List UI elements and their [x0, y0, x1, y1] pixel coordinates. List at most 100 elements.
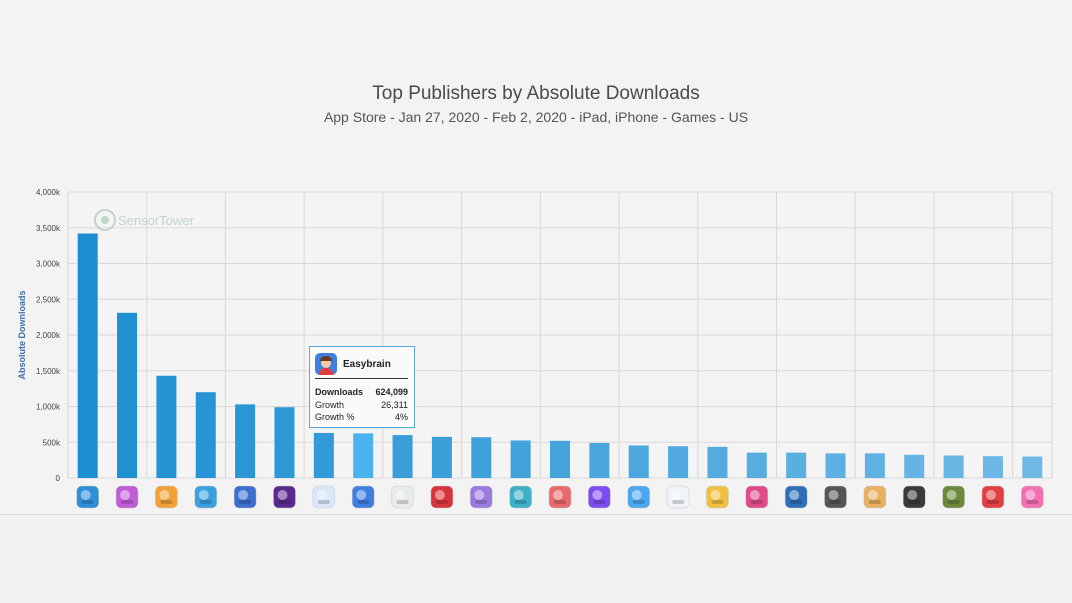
publisher-icon-24[interactable] [981, 485, 1005, 509]
bar-25[interactable] [1022, 456, 1043, 478]
bar-18[interactable] [746, 452, 767, 478]
watermark-text: SensorTower [118, 213, 195, 228]
publisher-icon-13-shade [554, 500, 566, 504]
bar-22[interactable] [904, 454, 925, 478]
publisher-icon-1-shade [81, 500, 94, 504]
publisher-icon-11-bg [470, 485, 493, 509]
publisher-icon-4-bg [194, 485, 218, 509]
publisher-icon-21[interactable] [863, 485, 887, 509]
publisher-icon-15[interactable] [627, 485, 650, 509]
bar-12[interactable] [510, 440, 531, 478]
y-tick-label: 1,500k [36, 367, 61, 376]
bar-3[interactable] [156, 375, 177, 478]
publisher-icon-25-shade [1026, 500, 1039, 504]
bar-19[interactable] [786, 452, 807, 478]
y-tick-label: 3,500k [36, 224, 61, 233]
bar-21[interactable] [864, 453, 885, 478]
bar-23[interactable] [943, 455, 964, 478]
publisher-icon-4[interactable] [194, 485, 218, 509]
bar-20[interactable] [825, 453, 846, 478]
publisher-icon-10[interactable] [430, 485, 454, 509]
publisher-icon-9-shade [396, 500, 409, 504]
bar-13[interactable] [550, 440, 570, 478]
publisher-icon-1[interactable] [76, 485, 99, 509]
bar-24[interactable] [982, 456, 1003, 478]
publisher-icon-9[interactable] [391, 485, 414, 509]
publisher-icon-12[interactable] [509, 485, 532, 509]
publisher-icon-15-shade [632, 500, 645, 504]
publisher-icon-6[interactable] [273, 485, 296, 509]
y-tick-label: 4,000k [36, 188, 61, 197]
publisher-icon-25[interactable] [1021, 485, 1044, 509]
publisher-icon-23[interactable] [942, 485, 965, 509]
bar-1[interactable] [77, 233, 98, 478]
tooltip: Easybrain Downloads 624,099 Growth 26,31… [309, 346, 415, 428]
publisher-icon-5-shade [239, 500, 252, 504]
y-tick-label: 2,500k [36, 295, 61, 304]
publisher-icon-25-bg [1021, 485, 1044, 509]
easybrain-app-icon [315, 353, 337, 375]
publisher-icon-11-shade [475, 500, 488, 504]
publisher-icon-3[interactable] [155, 485, 178, 509]
publisher-icon-1-bg [76, 485, 99, 509]
publisher-icon-7-glyph [316, 490, 327, 500]
bar-10[interactable] [431, 436, 452, 478]
bar-2[interactable] [117, 312, 138, 478]
bar-9[interactable] [392, 435, 413, 478]
publisher-icon-17[interactable] [706, 485, 729, 509]
publisher-icon-21-bg [863, 485, 887, 509]
publisher-icon-9-bg [391, 485, 414, 509]
bar-16[interactable] [668, 446, 689, 478]
bar-11[interactable] [471, 437, 492, 478]
bar-4[interactable] [195, 392, 216, 478]
tooltip-label: Growth % [315, 412, 355, 422]
publisher-icon-19-glyph [789, 490, 800, 500]
publisher-icon-18[interactable] [745, 485, 769, 509]
publisher-icon-6-glyph [277, 490, 288, 500]
publisher-icon-19[interactable] [784, 485, 808, 509]
publisher-icon-16-shade [672, 500, 685, 504]
tooltip-row-growth-percent: Growth % 4% [315, 412, 408, 422]
publisher-icon-14[interactable] [588, 485, 611, 509]
publisher-icon-11-glyph [474, 490, 485, 500]
bar-15[interactable] [628, 445, 649, 478]
bar-5[interactable] [235, 404, 256, 478]
publisher-icon-7[interactable] [312, 485, 336, 509]
bar-6[interactable] [274, 407, 295, 478]
chart-subtitle: App Store - Jan 27, 2020 - Feb 2, 2020 -… [323, 109, 749, 125]
bar-14[interactable] [589, 442, 610, 478]
publisher-icon-5-glyph [238, 490, 249, 500]
publisher-icon-3-bg [155, 485, 178, 509]
publisher-icon-22[interactable] [902, 485, 926, 509]
publisher-icon-16[interactable] [666, 485, 690, 509]
bar-8[interactable] [353, 433, 374, 478]
tooltip-publisher-name: Easybrain [343, 359, 391, 370]
publisher-icon-7-shade [317, 500, 330, 504]
publisher-icon-6-bg [273, 485, 296, 509]
publisher-icon-3-shade [160, 500, 173, 504]
publisher-icon-13[interactable] [548, 485, 572, 509]
bar-7[interactable] [313, 432, 334, 478]
publisher-icon-5[interactable] [233, 485, 257, 509]
publisher-icon-4-glyph [198, 490, 209, 500]
publisher-icon-10-glyph [434, 490, 445, 500]
publisher-icon-20[interactable] [824, 485, 847, 509]
publisher-icon-2[interactable] [115, 485, 139, 509]
publisher-icon-15-bg [627, 485, 650, 509]
publisher-icon-24-bg [981, 485, 1005, 509]
bar-17[interactable] [707, 446, 728, 478]
publisher-icon-8[interactable] [351, 485, 375, 509]
publisher-icon-5-bg [233, 485, 257, 509]
sensortower-watermark: SensorTower [94, 209, 195, 231]
y-axis-label: Absolute Downloads [17, 290, 27, 379]
publisher-icon-13-bg [548, 485, 572, 509]
publisher-icon-24-glyph [985, 490, 996, 500]
publisher-icon-14-shade [593, 500, 606, 504]
publisher-icon-22-glyph [907, 490, 918, 500]
publisher-icon-11[interactable] [470, 485, 493, 509]
y-tick-label: 0 [56, 474, 61, 483]
publisher-icon-8-shade [357, 500, 370, 504]
publisher-icon-16-bg [666, 485, 690, 509]
y-tick-label: 500k [43, 438, 61, 447]
tooltip-label: Downloads [315, 387, 364, 397]
